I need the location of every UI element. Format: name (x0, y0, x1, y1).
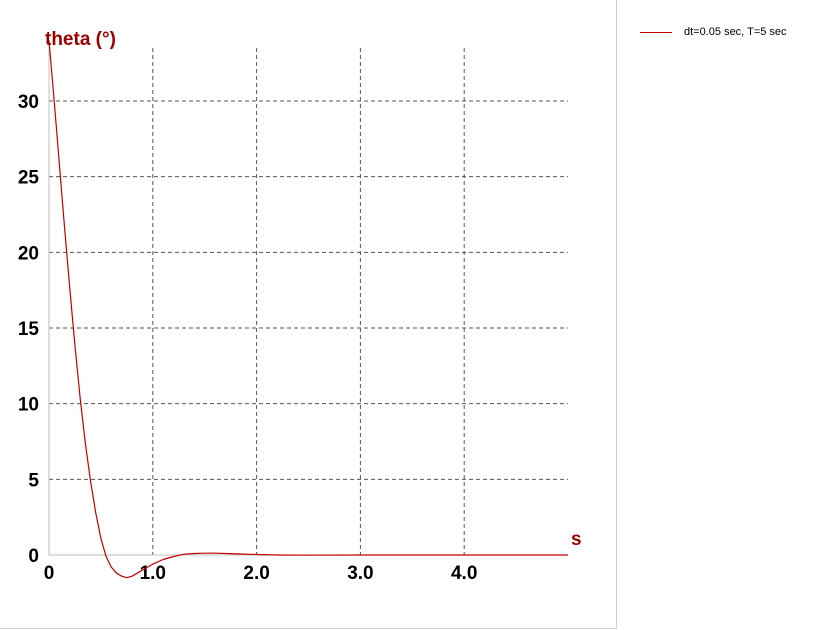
y-tick-label-10: 10 (18, 395, 39, 416)
y-tick-label-20: 20 (18, 243, 39, 264)
plot-panel: 0 5 10 15 20 25 30 0 1.0 2.0 3.0 4.0 theta (°) s (0, 0, 617, 629)
series-line-0 (48, 40, 568, 579)
x-tick-label-2.0: 2.0 (243, 563, 269, 584)
legend-swatch (640, 31, 672, 33)
x-tick-label-4.0: 4.0 (451, 563, 477, 584)
x-axis-title: s (571, 529, 582, 550)
y-axis-title: theta (°) (45, 29, 116, 50)
y-tick-label-25: 25 (18, 168, 40, 189)
x-tick-label-1.0: 1.0 (140, 563, 166, 584)
y-tick-label-15: 15 (18, 319, 40, 340)
series-layer (48, 40, 568, 579)
x-tick-label-0: 0 (44, 563, 55, 584)
x-tick-label-3.0: 3.0 (347, 563, 373, 584)
legend: dt=0.05 sec, T=5 sec (640, 24, 787, 40)
tick-labels: 0 5 10 15 20 25 30 0 1.0 2.0 3.0 4.0 (18, 92, 478, 584)
legend-label: dt=0.05 sec, T=5 sec (684, 26, 787, 38)
axes (48, 42, 568, 556)
y-tick-label-0: 0 (28, 546, 39, 567)
y-tick-label-5: 5 (28, 470, 39, 491)
line-chart: 0 5 10 15 20 25 30 0 1.0 2.0 3.0 4.0 theta (°) s (18, 29, 582, 584)
grid (49, 48, 568, 555)
y-tick-label-30: 30 (18, 92, 39, 113)
